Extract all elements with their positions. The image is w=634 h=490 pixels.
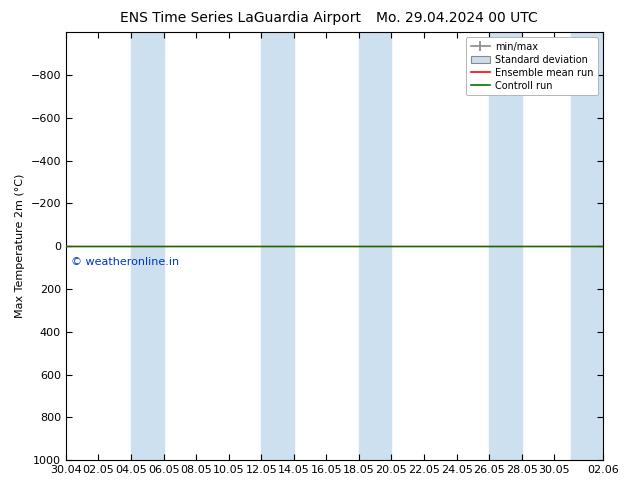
Bar [571,32,603,460]
Bar [489,32,522,460]
Bar [131,32,164,460]
Bar [261,32,294,460]
Bar [359,32,392,460]
Text: Mo. 29.04.2024 00 UTC: Mo. 29.04.2024 00 UTC [375,11,538,25]
Text: ENS Time Series LaGuardia Airport: ENS Time Series LaGuardia Airport [120,11,361,25]
Legend: min/max, Standard deviation, Ensemble mean run, Controll run: min/max, Standard deviation, Ensemble me… [466,37,598,96]
Y-axis label: Max Temperature 2m (°C): Max Temperature 2m (°C) [15,174,25,318]
Text: © weatheronline.in: © weatheronline.in [71,257,179,267]
